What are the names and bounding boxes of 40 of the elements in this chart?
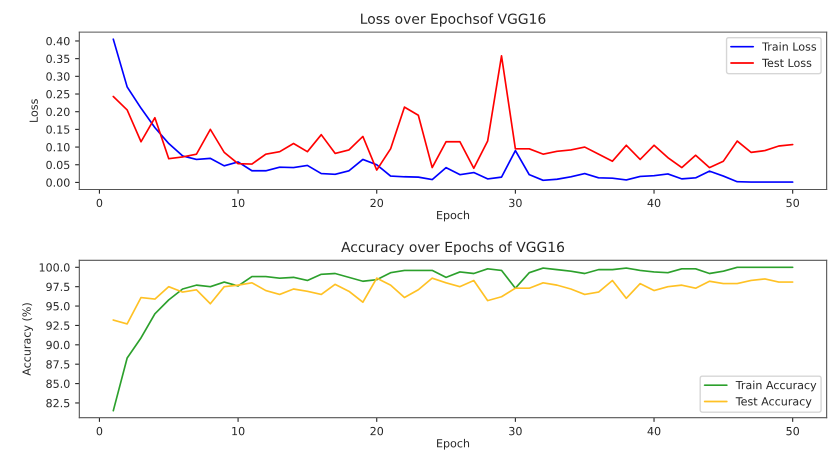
x-tick-label: 20 <box>370 426 384 436</box>
y-tick-label: 0.10 <box>46 143 70 152</box>
y-tick-label: 0.35 <box>46 54 70 64</box>
y-axis-title: Accuracy (%) <box>22 303 33 376</box>
y-tick-label: 100.0 <box>40 263 70 272</box>
y-tick-label: 0.40 <box>46 36 70 46</box>
x-tick-label: 30 <box>509 198 522 208</box>
x-tick-label: 40 <box>648 426 660 436</box>
y-tick-label: 90.0 <box>46 340 70 350</box>
y-tick-label: 0.05 <box>46 160 70 170</box>
x-tick-label: 0 <box>96 426 102 436</box>
y-tick-label: 95.0 <box>46 302 70 310</box>
x-tick-label: 10 <box>232 198 244 208</box>
line-series <box>112 277 794 325</box>
x-axis-title: Epoch <box>437 438 470 450</box>
y-tick-label: 82.5 <box>46 398 70 408</box>
x-tick-label: 40 <box>648 198 660 208</box>
y-tick-label: 0.20 <box>46 108 70 116</box>
x-tick-label: 50 <box>786 426 800 436</box>
x-tick-label: 20 <box>370 198 384 208</box>
y-tick-label: 97.5 <box>46 282 70 292</box>
x-tick-label: 30 <box>509 426 522 436</box>
legend-label: Test Accuracy <box>736 397 812 408</box>
x-axis-title: Epoch <box>437 210 470 222</box>
y-axis-title: Loss <box>30 99 38 122</box>
x-tick-label: 0 <box>96 198 102 208</box>
x-tick-label: 10 <box>232 426 244 436</box>
legend-label: Test Loss <box>762 58 812 68</box>
y-tick-label: 0.15 <box>46 125 70 134</box>
legend-label: Train Loss <box>762 42 816 51</box>
x-tick-label: 50 <box>786 198 800 208</box>
chart-title: Accuracy over Epochs of VGG16 <box>341 241 564 255</box>
y-tick-label: 92.5 <box>46 321 70 330</box>
y-tick-label: 85.0 <box>46 380 70 388</box>
y-tick-label: 87.5 <box>46 360 70 369</box>
legend-label: Train Accuracy <box>736 380 816 392</box>
y-tick-label: 0.00 <box>46 178 70 187</box>
y-tick-label: 0.30 <box>46 72 70 81</box>
chart-title: Loss over Epochsof VGG16 <box>361 13 546 27</box>
y-tick-label: 0.25 <box>46 90 70 98</box>
